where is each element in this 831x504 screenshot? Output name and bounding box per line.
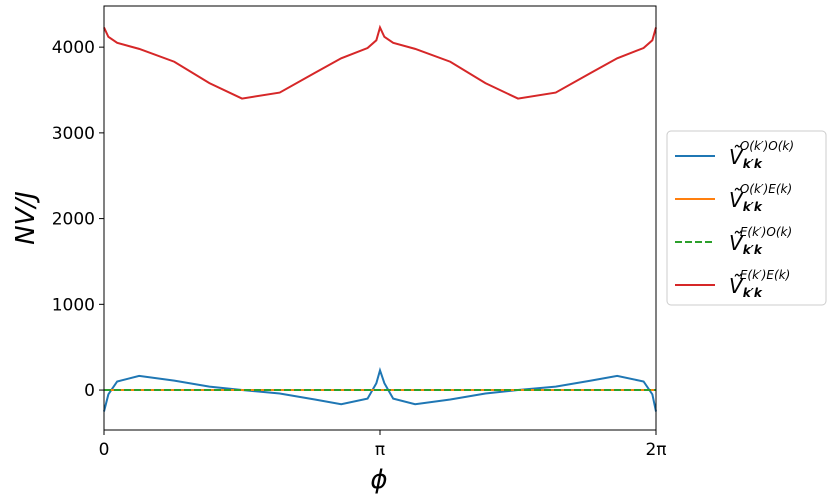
y-tick-label: 2000 [52,210,95,230]
x-tick-label: π [375,440,385,460]
y-tick-label: 0 [84,381,95,401]
y-tick-label: 4000 [52,38,95,58]
legend-label: Ṽk′kE(k′)E(k) [729,268,790,300]
series-line [103,366,657,412]
y-axis-label: NV/J [11,191,41,245]
x-tick-label: 0 [99,440,110,460]
legend-label: Ṽk′kO(k′)E(k) [729,182,792,214]
y-tick-label: 1000 [52,295,95,315]
plot-frame [103,5,657,431]
legend-label: Ṽk′kE(k′)O(k) [729,225,792,257]
y-tick-label: 3000 [52,124,95,144]
legend-label: Ṽk′kO(k′)O(k) [729,139,794,171]
x-tick-label: 2π [645,440,666,460]
x-axis-label: ϕ [370,465,387,495]
series-line [103,24,657,100]
legend-box [666,130,827,306]
